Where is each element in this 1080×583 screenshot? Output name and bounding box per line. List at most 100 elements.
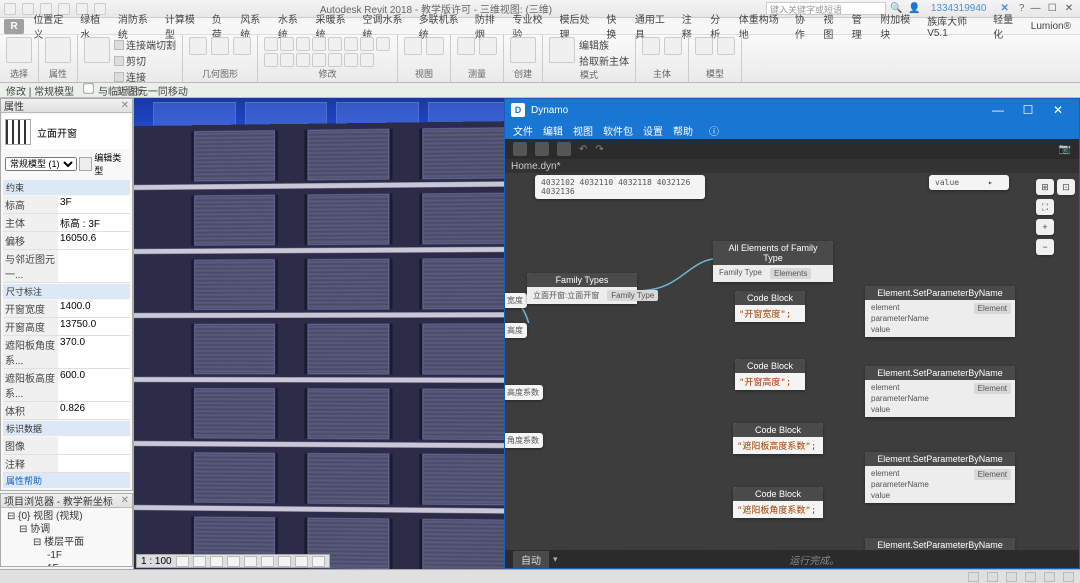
undo-icon[interactable]: ↶ [579, 144, 587, 155]
join-icon[interactable] [114, 72, 124, 82]
redo-icon[interactable]: ↷ [595, 144, 603, 155]
dyn-menu-item[interactable]: 文件 [513, 123, 533, 138]
prop-value[interactable]: 标高 : 3F [58, 214, 130, 231]
tool-icon[interactable] [280, 37, 294, 51]
tool-icon[interactable] [344, 37, 358, 51]
cut-icon[interactable] [114, 56, 124, 66]
tool-icon[interactable] [264, 37, 278, 51]
tool-icon[interactable] [328, 37, 342, 51]
sb-icon[interactable] [987, 572, 998, 582]
node-set-parameter[interactable]: Element.SetParameterByName element param… [865, 286, 1015, 337]
tool-icon[interactable] [360, 37, 374, 51]
tool-icon[interactable] [344, 53, 358, 67]
modify-icon[interactable] [6, 37, 32, 63]
menu-item[interactable]: Lumion® [1026, 19, 1076, 34]
vc-icon[interactable] [244, 556, 257, 567]
vc-icon[interactable] [312, 556, 325, 567]
minimize-button[interactable]: — [983, 103, 1013, 117]
props-help-link[interactable]: 属性帮助 [3, 473, 130, 488]
dynamo-canvas[interactable]: ⊞⊡ ⛶ + − 4032102 4032110 4032118 4032126… [505, 173, 1079, 550]
dyn-menu-item[interactable]: 帮助 [673, 123, 693, 138]
prop-row[interactable]: 开窗宽度1400.0 [3, 300, 130, 318]
menu-item[interactable]: 管理 [847, 9, 875, 43]
constrain-checkbox[interactable]: 与临近图元一同移动 [82, 82, 188, 98]
sb-icon[interactable] [968, 572, 979, 582]
maximize-button[interactable]: ☐ [1045, 3, 1059, 14]
node-code-block[interactable]: Code Block "开窗宽度"; [735, 291, 805, 322]
dyn-menu-item[interactable]: 编辑 [543, 123, 563, 138]
prop-row[interactable]: 体积0.826 [3, 402, 130, 420]
tool-icon[interactable] [426, 37, 444, 55]
tree-node[interactable]: ⊟ 楼层平面 [3, 536, 130, 549]
prop-value[interactable]: 1400.0 [58, 300, 130, 317]
close-button[interactable]: ✕ [1043, 103, 1073, 117]
tool-icon[interactable] [479, 37, 497, 55]
prop-value[interactable] [58, 455, 130, 472]
edit-type-button[interactable] [79, 157, 92, 171]
nav-icon[interactable]: ⊞ [1036, 179, 1054, 195]
tool-icon[interactable] [264, 53, 278, 67]
prop-row[interactable]: 注释 [3, 455, 130, 473]
prop-value[interactable]: 3F [58, 196, 130, 213]
vc-icon[interactable] [176, 556, 189, 567]
node-code-block[interactable]: Code Block "遮阳板角度系数"; [733, 487, 823, 518]
node-set-parameter[interactable]: Element.SetParameterByName element param… [865, 538, 1015, 550]
menu-item[interactable]: 附加模块 [875, 9, 922, 43]
prop-row[interactable]: 遮阳板高度系...600.0 [3, 369, 130, 402]
dyn-tab[interactable]: Home.dyn* [511, 161, 560, 172]
minimize-button[interactable]: — [1028, 3, 1042, 14]
tool-icon[interactable] [664, 37, 682, 55]
prop-value[interactable]: 370.0 [58, 336, 130, 368]
tool-icon[interactable] [404, 37, 422, 55]
menu-item[interactable]: 族库大师V5.1 [922, 11, 988, 41]
qat-icon[interactable] [4, 3, 16, 15]
prop-value[interactable]: 0.826 [58, 402, 130, 419]
tool-icon[interactable] [376, 37, 390, 51]
app-logo[interactable]: R [4, 19, 24, 34]
vc-icon[interactable] [295, 556, 308, 567]
edit-family-icon[interactable] [549, 37, 575, 63]
prop-row[interactable]: 图像 [3, 437, 130, 455]
run-mode[interactable]: 自动 [513, 551, 549, 568]
tool-icon[interactable] [296, 53, 310, 67]
vc-icon[interactable] [210, 556, 223, 567]
tool-icon[interactable] [189, 37, 207, 55]
tool-icon[interactable] [695, 37, 713, 55]
type-selector[interactable]: 常规模型 (1) [5, 157, 77, 171]
prop-value[interactable]: 600.0 [58, 369, 130, 401]
vc-icon[interactable] [278, 556, 291, 567]
prop-row[interactable]: 偏移16050.6 [3, 232, 130, 250]
tree-node[interactable]: ⊟ 协调 [3, 523, 130, 536]
tool-icon[interactable] [296, 37, 310, 51]
scale-label[interactable]: 1 : 100 [141, 556, 172, 567]
prop-row[interactable]: 开窗高度13750.0 [3, 318, 130, 336]
node-all-elements[interactable]: All Elements of Family Type Family TypeE… [713, 241, 833, 282]
tree-node[interactable]: ⊟ {0} 视图 (视规) [3, 510, 130, 523]
prop-row[interactable]: 与邻近图元一... [3, 250, 130, 283]
sb-icon[interactable] [1025, 572, 1036, 582]
tool-icon[interactable] [457, 37, 475, 55]
prop-value[interactable]: 13750.0 [58, 318, 130, 335]
tree-node[interactable]: -1F [3, 549, 130, 562]
node-code-block[interactable]: Code Block "开窗高度"; [735, 359, 805, 390]
type-thumbnail[interactable]: 立面开窗 [3, 115, 130, 149]
prop-row[interactable]: 主体标高 : 3F [3, 214, 130, 232]
dyn-menu-item[interactable]: 视图 [573, 123, 593, 138]
node-set-parameter[interactable]: Element.SetParameterByName element param… [865, 452, 1015, 503]
tool-icon[interactable] [328, 53, 342, 67]
prop-value[interactable] [58, 437, 130, 454]
close-button[interactable]: ✕ [1062, 3, 1076, 14]
tool-icon[interactable] [642, 37, 660, 55]
sb-icon[interactable] [1006, 572, 1017, 582]
zoom-in-icon[interactable]: + [1036, 219, 1054, 235]
menu-item[interactable]: 轻量化 [988, 9, 1026, 43]
maximize-button[interactable]: ☐ [1013, 103, 1043, 117]
prop-row[interactable]: 遮阳板角度系...370.0 [3, 336, 130, 369]
properties-icon[interactable] [45, 37, 71, 63]
sb-icon[interactable] [1063, 572, 1074, 582]
save-icon[interactable] [557, 142, 571, 156]
dyn-menu-item[interactable]: 软件包 [603, 123, 633, 138]
close-icon[interactable]: ✕ [121, 495, 129, 506]
tool-icon[interactable] [280, 53, 294, 67]
menu-item[interactable]: 协作 [790, 9, 818, 43]
